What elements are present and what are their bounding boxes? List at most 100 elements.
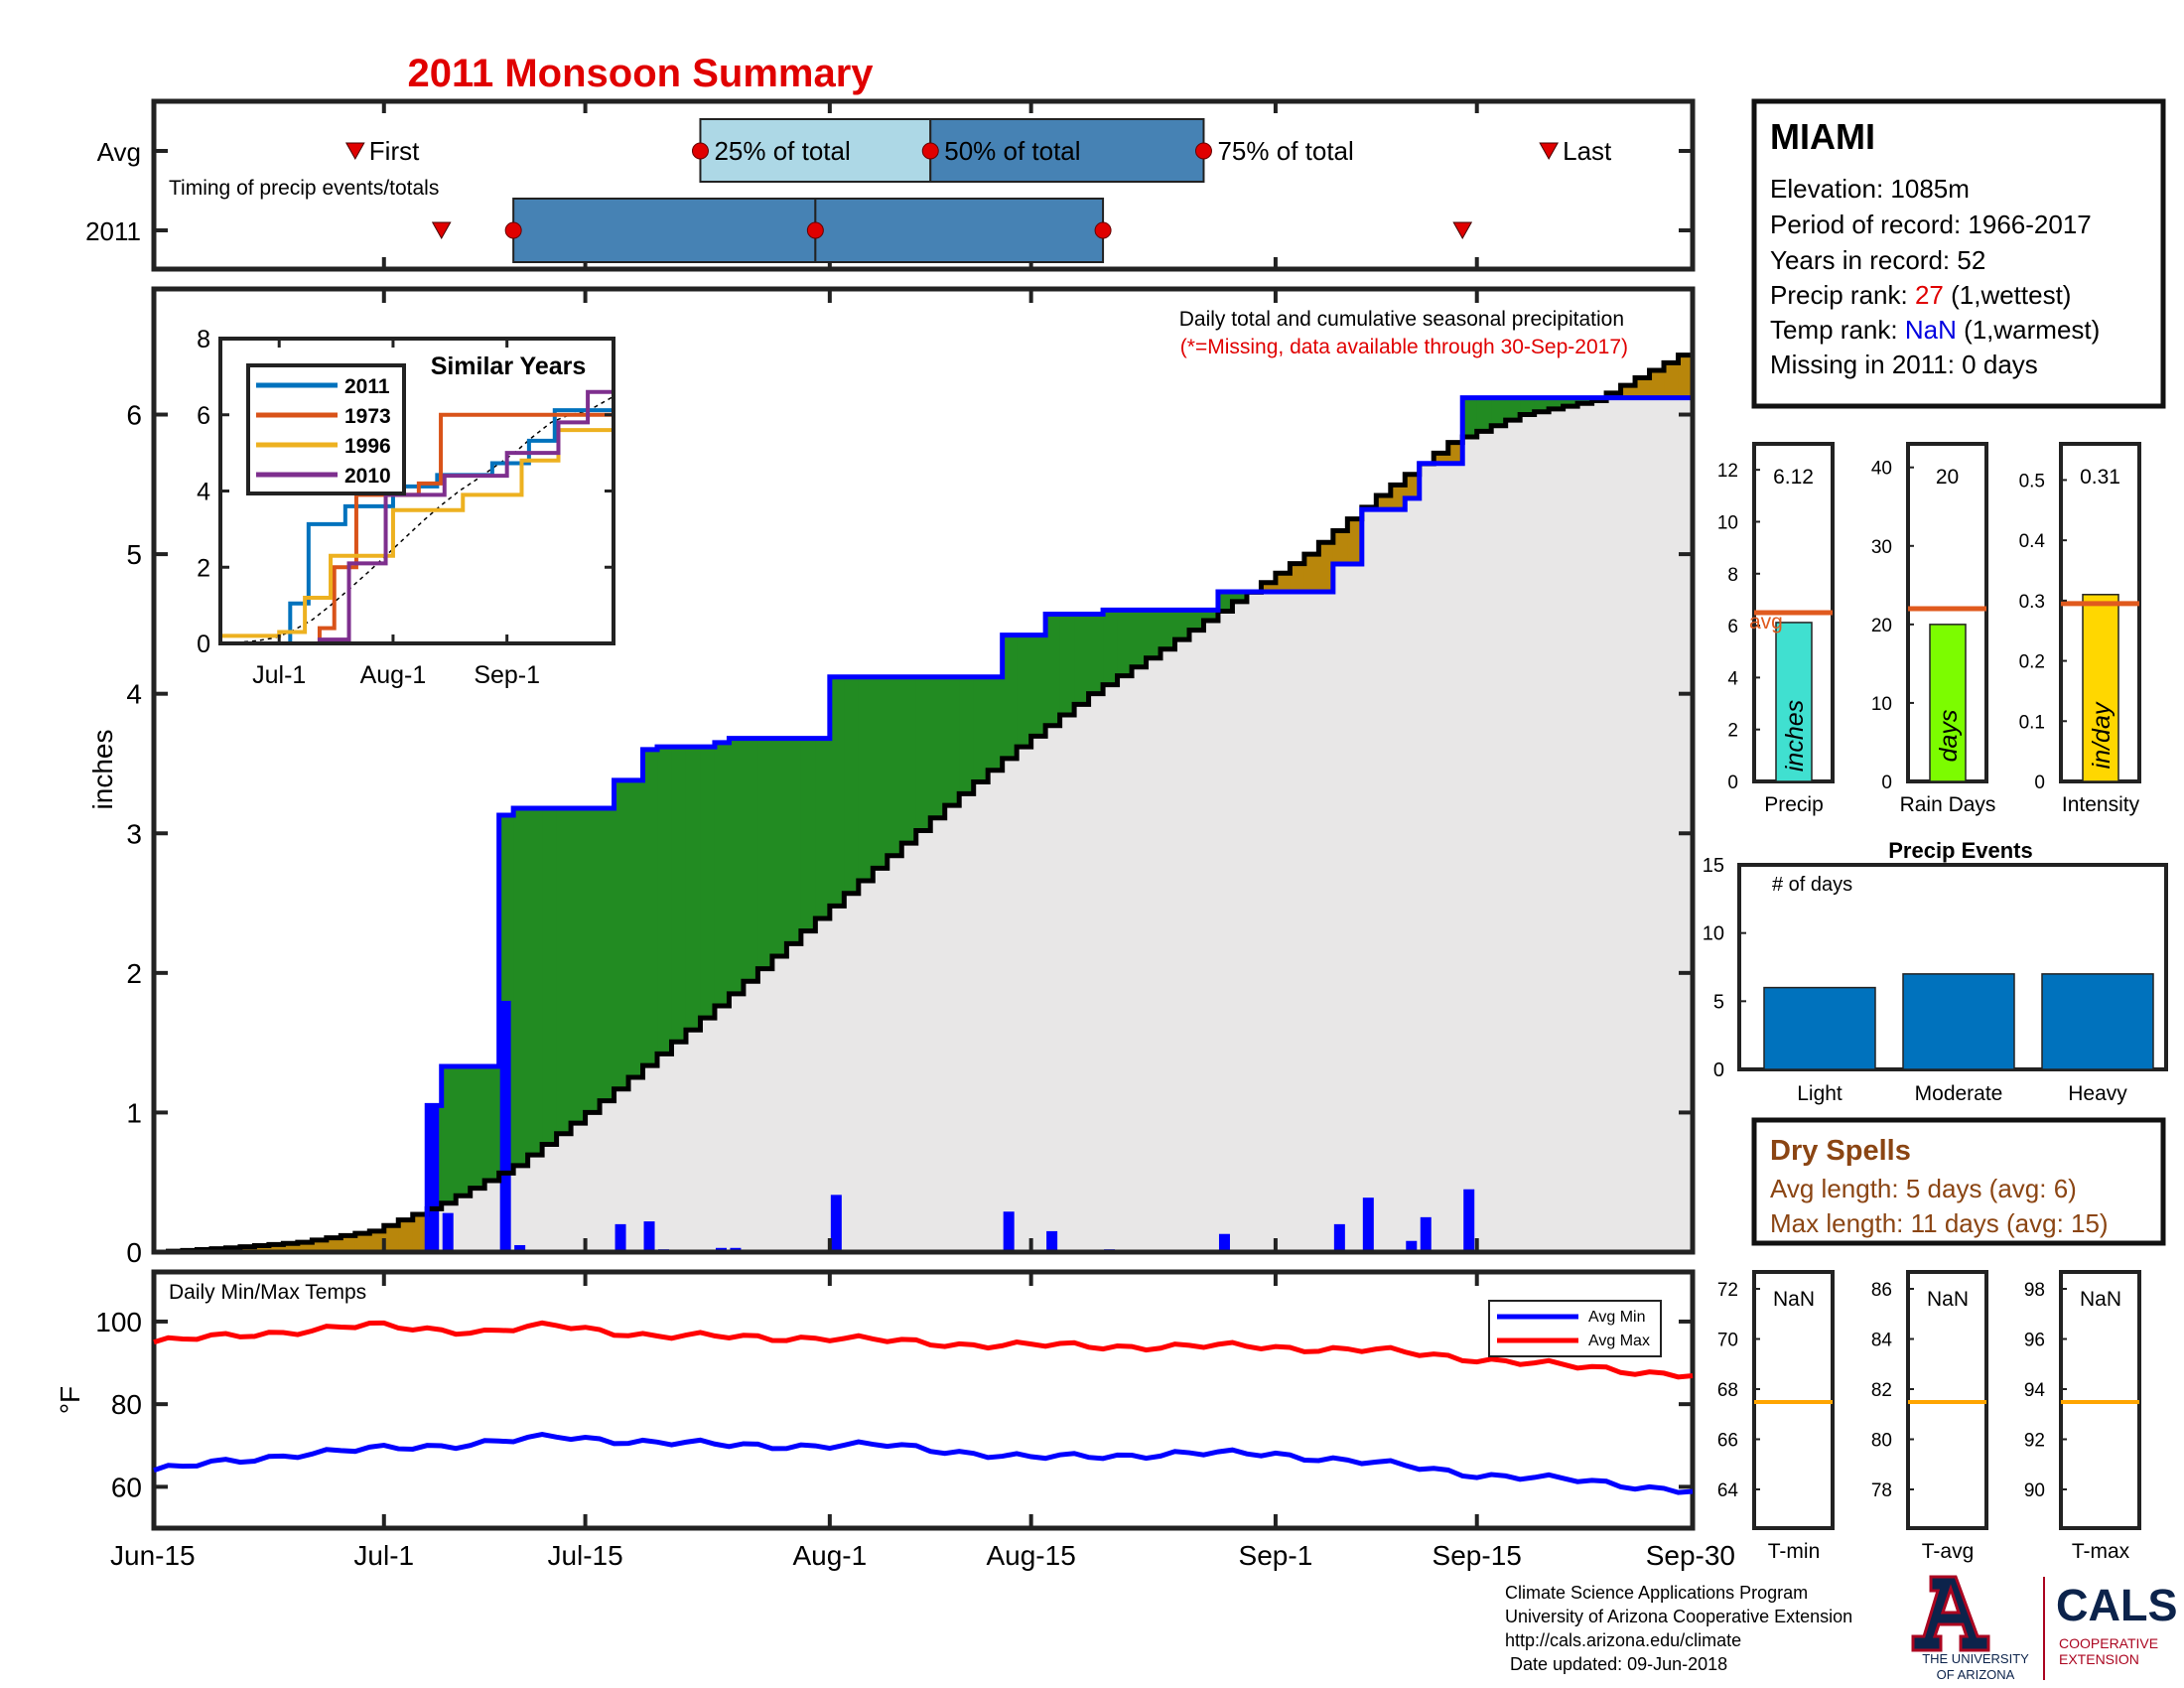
below-average-fill [1447, 442, 1463, 464]
station-box-frame [1751, 98, 2166, 409]
above-average-fill [858, 676, 874, 882]
ua-logo-line-1: THE UNIVERSITY [1922, 1651, 2029, 1666]
main-ytick-label: 6 [126, 400, 142, 431]
above-average-fill [1088, 614, 1104, 694]
daily-precip-bar [614, 1223, 626, 1252]
mini-panel-value-2: 0.31 [2080, 466, 2120, 489]
below-average-fill [1347, 518, 1363, 564]
x-tick-label-0: Jun-15 [110, 1540, 196, 1571]
temp-panel-title-0: T-min [1768, 1540, 1821, 1563]
mini-panel-avg-label-0: avg [1749, 611, 1783, 633]
mini-panel-value-0: 6.12 [1773, 466, 1814, 489]
main-ytick-label: 3 [126, 818, 142, 849]
temp-summary-panels: NaN T-min 64 66 68 70 72 NaN T-avg 78 80 82 84 86 NaN T… [1717, 1270, 2141, 1563]
timing-label-p75: 75% of total [1217, 136, 1353, 166]
below-average-fill [412, 1214, 428, 1252]
main-ytick-label: 4 [126, 679, 142, 710]
above-average-fill [887, 676, 902, 856]
above-average-fill [1045, 614, 1061, 726]
temp-legend-min-label: Avg Min [1588, 1309, 1646, 1326]
daily-precip-bar [1420, 1216, 1432, 1252]
below-average-fill [1620, 385, 1636, 398]
mini-panel-title-2: Intensity [2062, 793, 2140, 816]
above-average-fill [786, 738, 802, 944]
figure-title: 2011 Monsoon Summary [407, 52, 874, 95]
below-average-fill [383, 1225, 399, 1252]
events-ytick-label: 0 [1713, 1059, 1724, 1081]
main-chart-missing-note: (*=Missing, data available through 30-Se… [1180, 336, 1628, 358]
mini-panel-ytick-label-1: 40 [1871, 459, 1892, 480]
daily-precip-bar [499, 1000, 511, 1252]
main-chart-note: Daily total and cumulative seasonal prec… [1179, 308, 1624, 331]
x-tick-label-7: Sep-30 [1646, 1540, 1735, 1571]
above-average-fill [441, 1066, 457, 1203]
above-average-fill [988, 676, 1004, 771]
temp-panel-ytick-label-1: 78 [1871, 1480, 1892, 1501]
x-tick-label-3: Aug-1 [792, 1540, 867, 1571]
inset-xtick-label: Aug-1 [360, 661, 427, 689]
temp-panel-value-0: NaN [1773, 1288, 1815, 1311]
temp-legend: Avg Min Avg Max [1488, 1300, 1662, 1357]
daily-precip-bar [514, 1244, 526, 1252]
above-average-fill [1232, 592, 1248, 602]
below-average-fill [1332, 530, 1348, 564]
temperature-chart: 60 80 100 Daily Min/Max Temps °F Avg Min A… [55, 1269, 1696, 1531]
mini-panel-value-1: 20 [1936, 466, 1959, 489]
cals-line-2: EXTENSION [2059, 1651, 2139, 1667]
inset-ytick-label: 2 [197, 554, 210, 582]
above-average-fill [829, 676, 845, 907]
below-average-fill [354, 1233, 370, 1252]
below-average-fill [369, 1230, 385, 1252]
timing-row-label-avg: Avg [97, 137, 141, 167]
summary-bar-panels: 6.12 Precip inches 0 2 4 6 8 10 12 avg 20 Rain Days d… [1717, 442, 2141, 816]
precip-events-category-1: Moderate [1915, 1082, 2003, 1105]
mini-panel-unit-2: in/day [2088, 701, 2116, 769]
main-ytick-label: 2 [126, 958, 142, 989]
precip-events-bar-2 [2041, 973, 2154, 1070]
above-average-fill [729, 738, 745, 994]
x-axis-labels: Jun-15 Jul-1 Jul-15 Aug-1 Aug-15 Sep-1 Sep-15 S… [110, 1540, 1735, 1571]
mini-panel-ytick-label-0: 4 [1727, 668, 1738, 689]
temp-series-min [153, 1431, 1694, 1495]
below-average-fill [1649, 369, 1665, 398]
main-ylabel: inches [87, 730, 118, 810]
mini-panel-unit-1: days [1935, 710, 1963, 763]
temp-panel-ytick-label-2: 90 [2024, 1480, 2045, 1501]
above-average-fill [815, 738, 831, 919]
mini-panel-ytick-label-2: 0.1 [2019, 712, 2045, 733]
mini-panel-ytick-label-1: 0 [1881, 773, 1892, 793]
temp-panel-ytick-label-0: 68 [1717, 1380, 1738, 1401]
x-tick-label-6: Sep-15 [1433, 1540, 1522, 1571]
temp-panel-ytick-label-1: 84 [1871, 1331, 1893, 1351]
above-average-fill [600, 807, 615, 1101]
above-average-fill [714, 742, 731, 1007]
above-average-fill [1520, 397, 1536, 415]
above-average-fill [671, 747, 687, 1043]
temp-ytick-label: 80 [111, 1389, 142, 1420]
above-average-fill [844, 676, 860, 894]
below-average-fill [1405, 474, 1421, 498]
above-average-fill [1160, 610, 1176, 649]
below-average-fill [1290, 563, 1305, 593]
inset-ytick-label: 8 [197, 326, 210, 353]
inset-legend-label-2011: 2011 [344, 375, 390, 398]
footer-line-3: http://cals.arizona.edu/climate [1505, 1630, 1741, 1650]
above-average-fill [1017, 634, 1032, 748]
timing-caption: Timing of precip events/totals [169, 177, 439, 200]
below-average-fill [1635, 377, 1651, 398]
precip-events-title: Precip Events [1888, 838, 2033, 863]
above-average-fill [1117, 610, 1133, 676]
timing-box-25-50 [512, 198, 817, 263]
above-average-fill [1203, 610, 1219, 622]
above-average-fill [484, 1066, 500, 1182]
above-average-fill [1030, 634, 1046, 737]
daily-precip-bar [1333, 1223, 1345, 1252]
temp-panel-title-2: T-max [2072, 1540, 2130, 1563]
temp-panel-ytick-label-0: 64 [1717, 1480, 1739, 1501]
precip-events-ylabel: # of days [1772, 874, 1852, 896]
above-average-fill [901, 676, 917, 844]
x-tick-label-2: Jul-15 [547, 1540, 622, 1571]
above-average-fill [1577, 397, 1593, 404]
below-average-fill [239, 1246, 256, 1252]
footer: Climate Science Applications Program Uni… [1505, 1575, 2178, 1682]
